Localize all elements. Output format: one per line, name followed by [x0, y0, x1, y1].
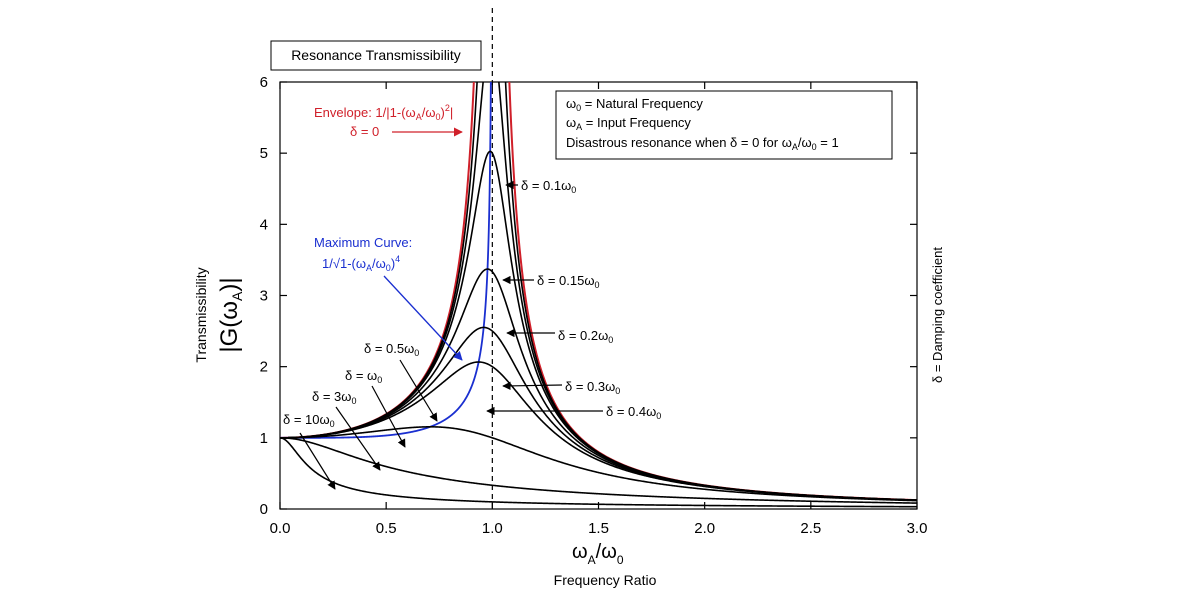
arrow-delta-1 — [371, 385, 406, 448]
x-tick-label: 2.0 — [694, 520, 715, 537]
envelope-curve-right — [508, 82, 917, 502]
x-axis-ticks: 0.0 0.5 1.0 1.5 2.0 2.5 3.0 — [270, 82, 928, 537]
label-delta-0-1: δ = 0.1ω0 — [521, 178, 576, 195]
damping-labels-left: δ = 0.5ω0 δ = ω0 δ = 3ω0 δ = 10ω0 — [283, 341, 438, 490]
label-delta-0-4: δ = 0.4ω0 — [606, 404, 661, 421]
y-tick-label: 4 — [260, 216, 268, 233]
legend-natural-frequency: ω0 = Natural Frequency — [566, 96, 703, 113]
maximum-curve — [280, 82, 492, 439]
y-axis-ticks: 0 1 2 3 4 5 6 — [260, 74, 917, 518]
legend-input-frequency: ωA = Input Frequency — [566, 115, 691, 132]
maximum-curve-arrow — [383, 275, 463, 361]
arrow-delta-0-5 — [399, 359, 438, 422]
damping-curve-10 — [280, 437, 917, 508]
label-delta-10: δ = 10ω0 — [283, 412, 335, 429]
label-delta-0-15: δ = 0.15ω0 — [537, 273, 600, 290]
label-delta-0-2: δ = 0.2ω0 — [558, 328, 613, 345]
maximum-curve-formula: 1/√1-(ωA/ω0)4 — [322, 254, 400, 273]
arrow-delta-3 — [335, 406, 381, 471]
y-tick-label: 3 — [260, 288, 268, 305]
x-tick-label: 0.5 — [376, 520, 397, 537]
damping-coefficient-label: δ = Damping coefficient — [930, 247, 945, 383]
damping-curve-1 — [280, 426, 917, 502]
legend-disastrous-resonance: Disastrous resonance when δ = 0 for ωA/ω… — [566, 135, 839, 152]
damping-curve-3 — [280, 437, 917, 504]
maximum-curve-label: Maximum Curve: — [314, 235, 412, 250]
x-tick-label: 2.5 — [800, 520, 821, 537]
y-tick-label: 0 — [260, 501, 268, 518]
y-axis-symbol: |G(ωA)| — [216, 277, 245, 352]
definition-box: ω0 = Natural Frequency ωA = Input Freque… — [555, 90, 893, 160]
damping-curve-0-1 — [280, 82, 917, 501]
damping-labels-right: δ = 0.1ω0 δ = 0.15ω0 δ = 0.2ω0 δ = 0.3ω0… — [486, 178, 661, 421]
title-box — [270, 40, 482, 71]
label-delta-0-3: δ = 0.3ω0 — [565, 379, 620, 396]
x-tick-label: 1.5 — [588, 520, 609, 537]
arrow-delta-10 — [299, 432, 336, 490]
x-axis-symbol: ωA/ω0 — [572, 541, 624, 567]
delta-zero-label: δ = 0 — [350, 124, 379, 139]
envelope-label: Envelope: 1/|1-(ωA/ω0)2| — [314, 103, 453, 122]
y-tick-label: 1 — [260, 430, 268, 447]
y-tick-label: 5 — [260, 145, 268, 162]
x-tick-label: 3.0 — [907, 520, 928, 537]
x-tick-label: 0.0 — [270, 520, 291, 537]
y-axis-label: Transmissibility — [193, 267, 209, 362]
label-delta-0-5: δ = 0.5ω0 — [364, 341, 419, 358]
y-tick-label: 6 — [260, 74, 268, 91]
x-axis-label: Frequency Ratio — [554, 572, 657, 588]
label-delta-1: δ = ω0 — [345, 368, 382, 385]
curve-group — [280, 82, 917, 508]
x-tick-label: 1.0 — [482, 520, 503, 537]
label-delta-3: δ = 3ω0 — [312, 389, 356, 406]
damping-curve-0-5 — [280, 361, 917, 502]
chart-title: Resonance Transmissibility — [291, 47, 461, 63]
damping-curve-0-2 — [280, 150, 917, 501]
arrow-delta-0-3 — [502, 381, 563, 391]
y-tick-label: 2 — [260, 359, 268, 376]
